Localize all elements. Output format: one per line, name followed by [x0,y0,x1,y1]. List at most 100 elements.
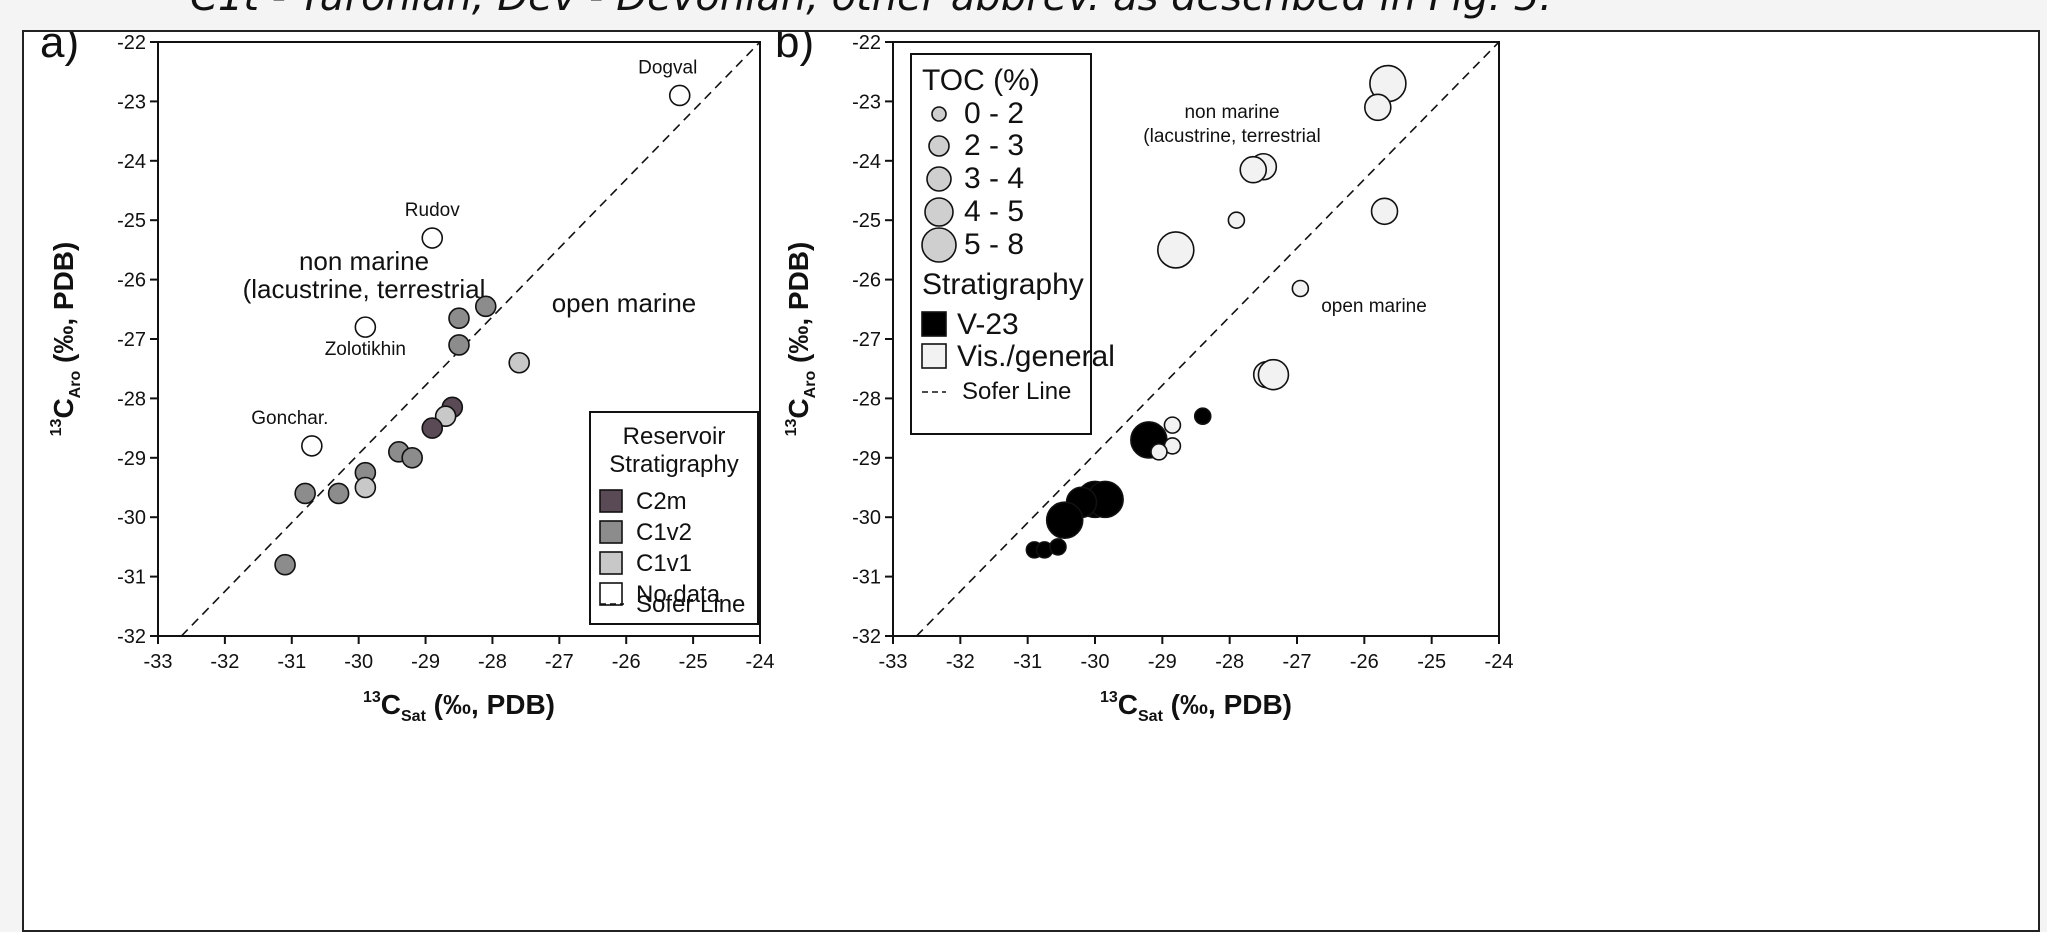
legend: TOC (%)0 - 22 - 33 - 44 - 55 - 8 Stratigr… [910,53,1115,435]
annotation-lacustrine-terrestrial: (lacustrine, terrestrial [1143,126,1320,147]
x-axis-label-main: C [381,689,401,720]
legend-toc-circle [924,197,954,227]
legend-toc-label: 4 - 5 [964,195,1024,228]
y-tick-label: -25 [117,210,146,232]
data-point [354,476,377,499]
data-point [434,405,457,428]
y-axis-label-sup: 13 [48,418,65,436]
y-tick-label: -26 [117,270,146,292]
legend-toc-circle [928,135,950,157]
data-point [327,482,350,505]
y-tick-label: -22 [117,32,146,54]
legend-swatch [921,311,947,337]
y-tick-label: -24 [852,151,881,173]
data-point [668,84,691,107]
x-tick-label: -28 [478,651,507,673]
point-label: Gonchar. [251,408,328,429]
data-point [474,295,497,318]
x-tick-label: -27 [1283,651,1312,673]
chart-svg: -33 -32 -31 -30 -29 -28 -27 -26 -25 -24 -22 -23 -24 -… [40,32,1514,725]
y-tick-label: -27 [117,329,146,351]
data-point [294,482,316,505]
panel-label: a) [40,32,79,67]
x-axis-label: 13CSat (‰, PDB) [363,689,555,725]
point-label: Dogval [638,57,697,78]
y-tick-label: -32 [117,626,146,648]
sofer-line [180,41,761,637]
x-tick-label: -32 [210,651,239,673]
x-axis-label-rest: (‰, PDB) [1163,689,1292,720]
legend-title: Reservoir [623,423,726,450]
x-axis-label-sup: 13 [363,689,381,706]
data-point [1370,197,1399,226]
legend-swatch [599,520,623,544]
x-tick-label: -25 [1417,651,1446,673]
data-point [1045,501,1084,539]
y-axis-label-main: C [783,398,814,418]
legend-swatch [599,551,623,575]
y-tick-label: -30 [117,507,146,529]
legend-line-label: Sofer Line [636,591,745,618]
data-point [1163,416,1182,434]
y-tick-label: -31 [852,567,881,589]
annotation-open-marine: open marine [1321,296,1427,317]
x-tick-label: -33 [144,651,173,673]
legend-toc-label: 3 - 4 [964,162,1024,195]
legend-item-label: C1v1 [636,550,692,577]
legend-strat-label: V-23 [957,308,1019,341]
legend-toc-circle [931,106,947,122]
x-axis-label-sub: Sat [1138,708,1164,725]
data-point [448,307,470,330]
y-axis-label: 13CAro (‰, PDB) [783,242,819,437]
y-tick-label: -25 [852,210,881,232]
legend-toc-label: 0 - 2 [964,97,1024,130]
x-tick-label: -30 [1081,651,1110,673]
data-point [1049,538,1067,556]
y-axis-label-sub: Aro [67,371,84,399]
legend-toc-circle [921,227,957,263]
x-axis-label-sub: Sat [401,708,427,725]
panel-a-chart: -33 -32 -31 -30 -29 -28 -27 -26 -25 -24 -22 -23 -24 -… [40,32,774,725]
data-point [301,435,323,457]
y-tick-label: -28 [852,388,881,410]
legend-strat-label: Vis./general [957,340,1115,373]
y-tick-label: -31 [117,567,146,589]
x-tick-label: -25 [679,651,708,673]
data-point [401,446,423,469]
legend-swatch [599,489,623,513]
data-point [1291,279,1310,298]
data-point [1364,93,1392,122]
y-tick-label: -32 [852,626,881,648]
y-axis-label-rest: (‰, PDB) [48,242,79,371]
x-tick-label: -24 [1485,651,1514,673]
data-point [421,227,444,249]
x-tick-label: -30 [344,651,373,673]
legend-line-label: Sofer Line [962,378,1071,405]
y-tick-label: -29 [117,448,146,470]
legend-toc-title: TOC (%) [922,64,1040,97]
y-tick-label: -27 [852,329,881,351]
legend-strat-title: Stratigraphy [922,268,1084,301]
y-tick-label: -24 [117,151,146,173]
y-axis-label-main: C [48,398,79,418]
data-point [354,316,377,338]
x-tick-label: -32 [946,651,975,673]
legend-swatch [599,582,623,606]
data-point [1193,407,1212,426]
data-point [448,334,470,356]
data-point [1257,358,1290,391]
x-axis-label-sup: 13 [1100,689,1118,706]
legend-swatch [921,343,947,369]
legend-title: Stratigraphy [609,451,738,478]
y-tick-label: -22 [852,32,881,54]
legend-toc-circle [926,166,952,192]
legend-item-label: No data [636,581,721,608]
y-axis-label-sub: Aro [802,371,819,399]
y-axis-label-sup: 13 [783,418,800,436]
annotation-non-marine: non marine [1184,102,1279,123]
x-axis-label-rest: (‰, PDB) [426,689,555,720]
data-point [1227,211,1246,229]
data-point [1157,231,1195,269]
y-tick-label: -29 [852,448,881,470]
